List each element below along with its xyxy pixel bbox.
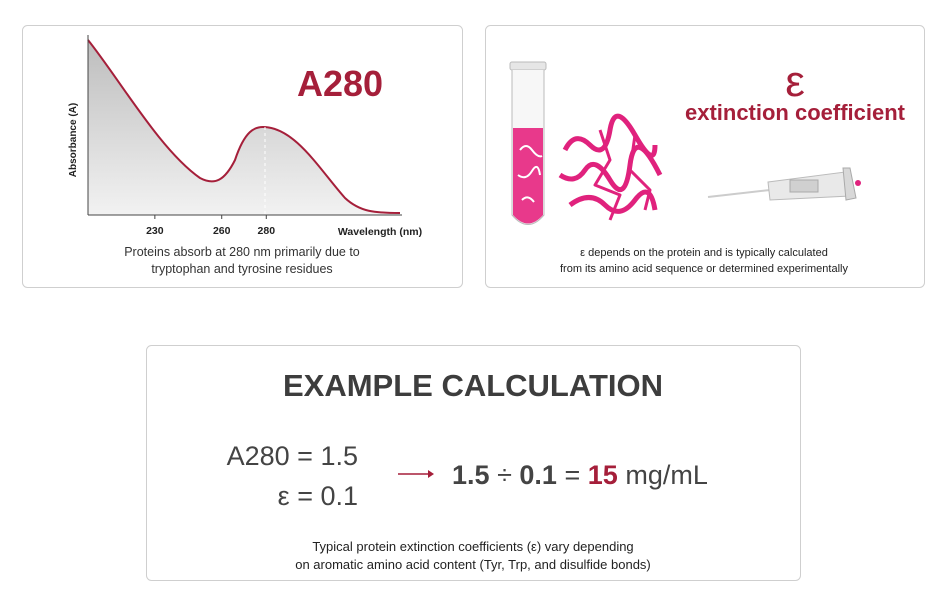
protein [558, 113, 663, 221]
x-tick-label: 230 [146, 225, 164, 237]
x-tick-label: 260 [213, 225, 231, 237]
divisor: 0.1 [519, 460, 557, 490]
dividend: 1.5 [452, 460, 490, 490]
epsilon-symbol: ε [785, 57, 805, 106]
x-ticks: 230 260 280 [146, 215, 275, 237]
test-tube [509, 61, 547, 225]
unit: mg/mL [625, 460, 708, 490]
caption: from its amino acid sequence or determin… [560, 263, 848, 275]
pipette [707, 167, 861, 201]
panel-title: extinction coefficient [685, 100, 906, 125]
note: on aromatic amino acid content (Tyr, Trp… [295, 557, 651, 572]
note: Typical protein extinction coefficients … [312, 539, 633, 554]
arrow-head [428, 470, 434, 478]
caption: tryptophan and tyrosine residues [151, 262, 332, 276]
caption: Proteins absorb at 280 nm primarily due … [124, 245, 360, 259]
calculation-title: EXAMPLE CALCULATION [283, 368, 663, 403]
equals: = [564, 460, 580, 490]
caption: ε depends on the protein and is typicall… [580, 247, 828, 259]
panel [146, 345, 801, 581]
y-axis-label: Absorbance (A) [68, 103, 79, 177]
result: 15 [588, 460, 618, 490]
x-axis-label: Wavelength (nm) [338, 226, 422, 238]
panel [485, 25, 925, 288]
absorbance-curve [87, 39, 401, 214]
divide: ÷ [497, 460, 512, 490]
panel-title: A280 [297, 63, 383, 104]
given: ε = 0.1 [278, 481, 358, 511]
equation: 1.5 ÷ 0.1 = 15 mg/mL [452, 460, 708, 490]
given: A280 = 1.5 [227, 441, 358, 471]
x-tick-label: 280 [258, 225, 276, 237]
